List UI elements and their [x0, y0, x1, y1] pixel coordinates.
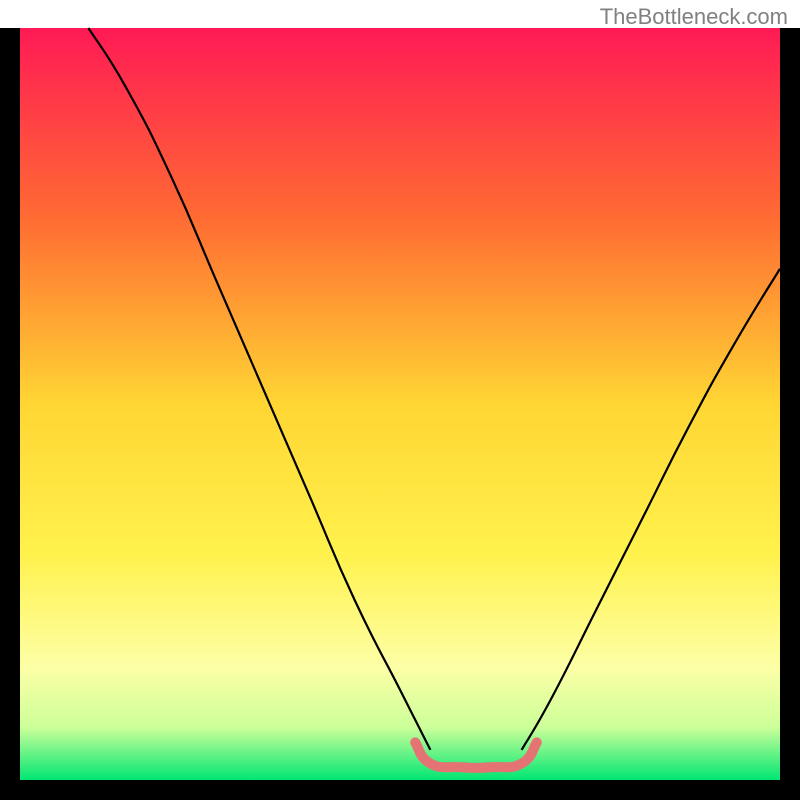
bottleneck-chart	[0, 0, 800, 800]
chart-container: TheBottleneck.com	[0, 0, 800, 800]
frame-left	[0, 28, 20, 800]
watermark-text: TheBottleneck.com	[600, 4, 788, 30]
plot-background	[20, 28, 780, 780]
frame-right	[780, 28, 800, 800]
frame-bottom	[0, 780, 800, 800]
